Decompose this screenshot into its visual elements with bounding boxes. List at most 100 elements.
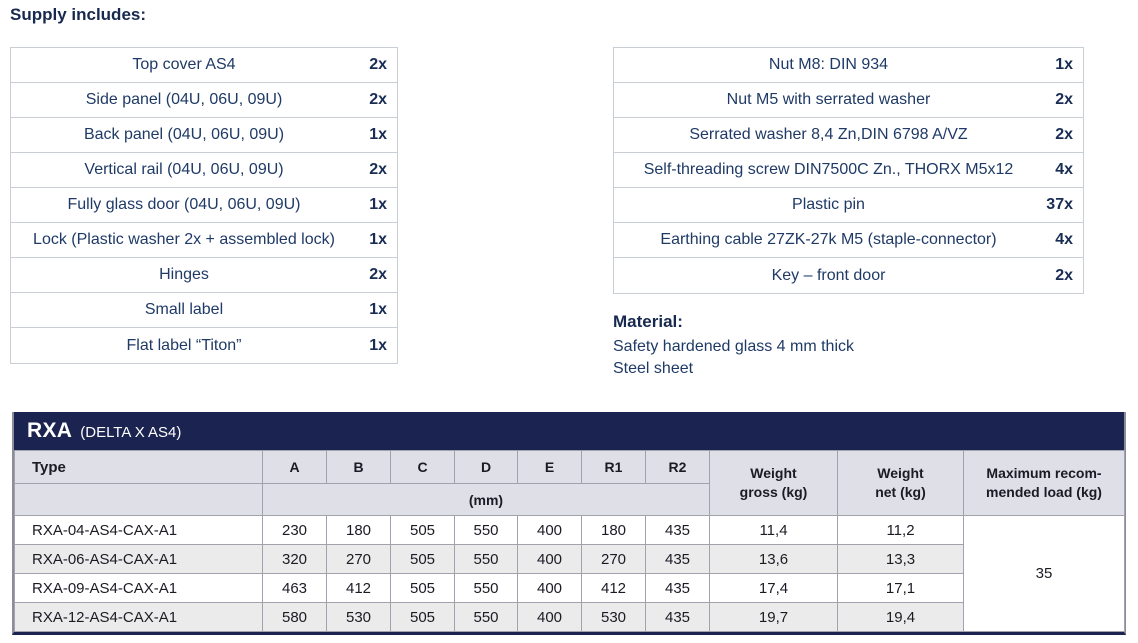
cell-weight-gross: 17,4 (709, 573, 838, 603)
cell-d: 550 (454, 602, 518, 632)
cell-d: 550 (454, 544, 518, 574)
supply-row: Earthing cable 27ZK-27k M5 (staple-conne… (614, 223, 1083, 258)
cell-r2: 435 (645, 515, 710, 545)
cell-a: 463 (262, 573, 327, 603)
supply-item-qty: 2x (369, 91, 387, 108)
cell-e: 400 (517, 515, 582, 545)
spec-title: RXA (27, 419, 73, 442)
supply-item-qty: 1x (369, 336, 387, 354)
supply-item-qty: 2x (369, 56, 387, 73)
supply-row: Small label 1x (11, 293, 397, 328)
cell-r2: 435 (645, 573, 710, 603)
cell-type: RXA-06-AS4-CAX-A1 (14, 544, 263, 574)
cell-c: 505 (390, 515, 455, 545)
supply-item-label: Plastic pin (792, 196, 865, 213)
col-header-b: B (326, 450, 391, 484)
cell-e: 400 (517, 602, 582, 632)
col-header-weight-net: Weight net (kg) (837, 450, 964, 516)
supply-row: Self-threading screw DIN7500C Zn., THORX… (614, 153, 1083, 188)
cell-weight-net: 13,3 (837, 544, 964, 574)
cell-type: RXA-04-AS4-CAX-A1 (14, 515, 263, 545)
cell-a: 320 (262, 544, 327, 574)
cell-c: 505 (390, 544, 455, 574)
supply-item-qty: 1x (369, 126, 387, 143)
col-header-e: E (517, 450, 582, 484)
material-section: Material: Safety hardened glass 4 mm thi… (613, 312, 854, 380)
supply-row: Nut M8: DIN 934 1x (614, 48, 1083, 83)
cell-d: 550 (454, 573, 518, 603)
supply-row: Vertical rail (04U, 06U, 09U) 2x (11, 153, 397, 188)
supply-item-label: Key – front door (771, 266, 886, 284)
supply-row: Fully glass door (04U, 06U, 09U) 1x (11, 188, 397, 223)
supply-row: Serrated washer 8,4 Zn,DIN 6798 A/VZ 2x (614, 118, 1083, 153)
supply-includes-heading: Supply includes: (10, 5, 147, 24)
supply-item-label: Fully glass door (04U, 06U, 09U) (67, 196, 301, 213)
supply-item-qty: 37x (1046, 196, 1073, 213)
spec-table: Type A B C D E R1 R2 Weight gross (kg) W… (14, 450, 1125, 632)
supply-item-qty: 4x (1055, 231, 1073, 248)
supply-row: Nut M5 with serrated washer 2x (614, 83, 1083, 118)
supply-item-label: Serrated washer 8,4 Zn,DIN 6798 A/VZ (689, 126, 968, 143)
cell-r1: 270 (581, 544, 646, 574)
supply-item-label: Earthing cable 27ZK-27k M5 (staple-conne… (660, 231, 997, 248)
material-line: Safety hardened glass 4 mm thick (613, 338, 855, 355)
material-line: Steel sheet (613, 360, 694, 377)
supply-item-qty: 1x (369, 196, 387, 213)
supply-item-qty: 2x (369, 161, 387, 178)
cell-b: 270 (326, 544, 391, 574)
supply-item-label: Back panel (04U, 06U, 09U) (83, 126, 285, 143)
cell-weight-net: 11,2 (837, 515, 964, 545)
spec-table-container: RXA (DELTA X AS4) Type A B C D E R1 R2 W… (12, 412, 1126, 635)
supply-table-left: Top cover AS4 2x Side panel (04U, 06U, 0… (10, 47, 398, 364)
cell-max-load: 35 (963, 515, 1125, 632)
supply-table-right: Nut M8: DIN 934 1x Nut M5 with serrated … (613, 47, 1084, 294)
cell-d: 550 (454, 515, 518, 545)
cell-e: 400 (517, 573, 582, 603)
col-header-r2: R2 (645, 450, 710, 484)
col-header-weight-gross: Weight gross (kg) (709, 450, 838, 516)
col-header-c: C (390, 450, 455, 484)
spec-row: RXA-09-AS4-CAX-A1 463 412 505 550 400 41… (14, 573, 1125, 603)
supply-item-label: Nut M5 with serrated washer (726, 91, 931, 108)
cell-b: 412 (326, 573, 391, 603)
supply-item-qty: 1x (369, 231, 387, 248)
cell-b: 530 (326, 602, 391, 632)
unit-row-empty-cell (14, 483, 263, 516)
supply-item-label: Small label (144, 301, 224, 318)
supply-item-label: Top cover AS4 (132, 56, 236, 73)
spec-subtitle: (DELTA X AS4) (80, 423, 182, 441)
spec-title-bar: RXA (DELTA X AS4) (14, 412, 1124, 450)
cell-e: 400 (517, 544, 582, 574)
cell-weight-gross: 19,7 (709, 602, 838, 632)
supply-item-label: Hinges (159, 266, 209, 283)
supply-item-label: Lock (Plastic washer 2x + assembled lock… (33, 231, 335, 248)
cell-a: 580 (262, 602, 327, 632)
cell-weight-net: 19,4 (837, 602, 964, 632)
col-header-type: Type (14, 450, 263, 484)
col-header-a: A (262, 450, 327, 484)
supply-row: Top cover AS4 2x (11, 48, 397, 83)
spec-row: RXA-06-AS4-CAX-A1 320 270 505 550 400 27… (14, 544, 1125, 574)
cell-r1: 412 (581, 573, 646, 603)
cell-type: RXA-09-AS4-CAX-A1 (14, 573, 263, 603)
cell-r1: 530 (581, 602, 646, 632)
col-header-r1: R1 (581, 450, 646, 484)
supply-item-qty: 1x (369, 301, 387, 318)
supply-item-label: Side panel (04U, 06U, 09U) (85, 91, 283, 108)
supply-row: Hinges 2x (11, 258, 397, 293)
col-header-max-load: Maximum recom- mended load (kg) (963, 450, 1125, 516)
cell-r2: 435 (645, 602, 710, 632)
unit-label: (mm) (262, 483, 710, 516)
supply-row: Plastic pin 37x (614, 188, 1083, 223)
spec-header-row: Type A B C D E R1 R2 Weight gross (kg) W… (14, 450, 1125, 516)
material-heading: Material: (613, 312, 683, 331)
supply-item-qty: 2x (1055, 91, 1073, 108)
supply-row: Lock (Plastic washer 2x + assembled lock… (11, 223, 397, 258)
cell-weight-net: 17,1 (837, 573, 964, 603)
supply-item-qty: 2x (1055, 126, 1073, 143)
supply-row: Key – front door 2x (614, 258, 1083, 293)
supply-item-qty: 2x (369, 266, 387, 283)
supply-item-qty: 2x (1055, 266, 1073, 284)
supply-item-label: Nut M8: DIN 934 (768, 56, 889, 73)
supply-item-label: Flat label “Titon” (126, 336, 242, 354)
